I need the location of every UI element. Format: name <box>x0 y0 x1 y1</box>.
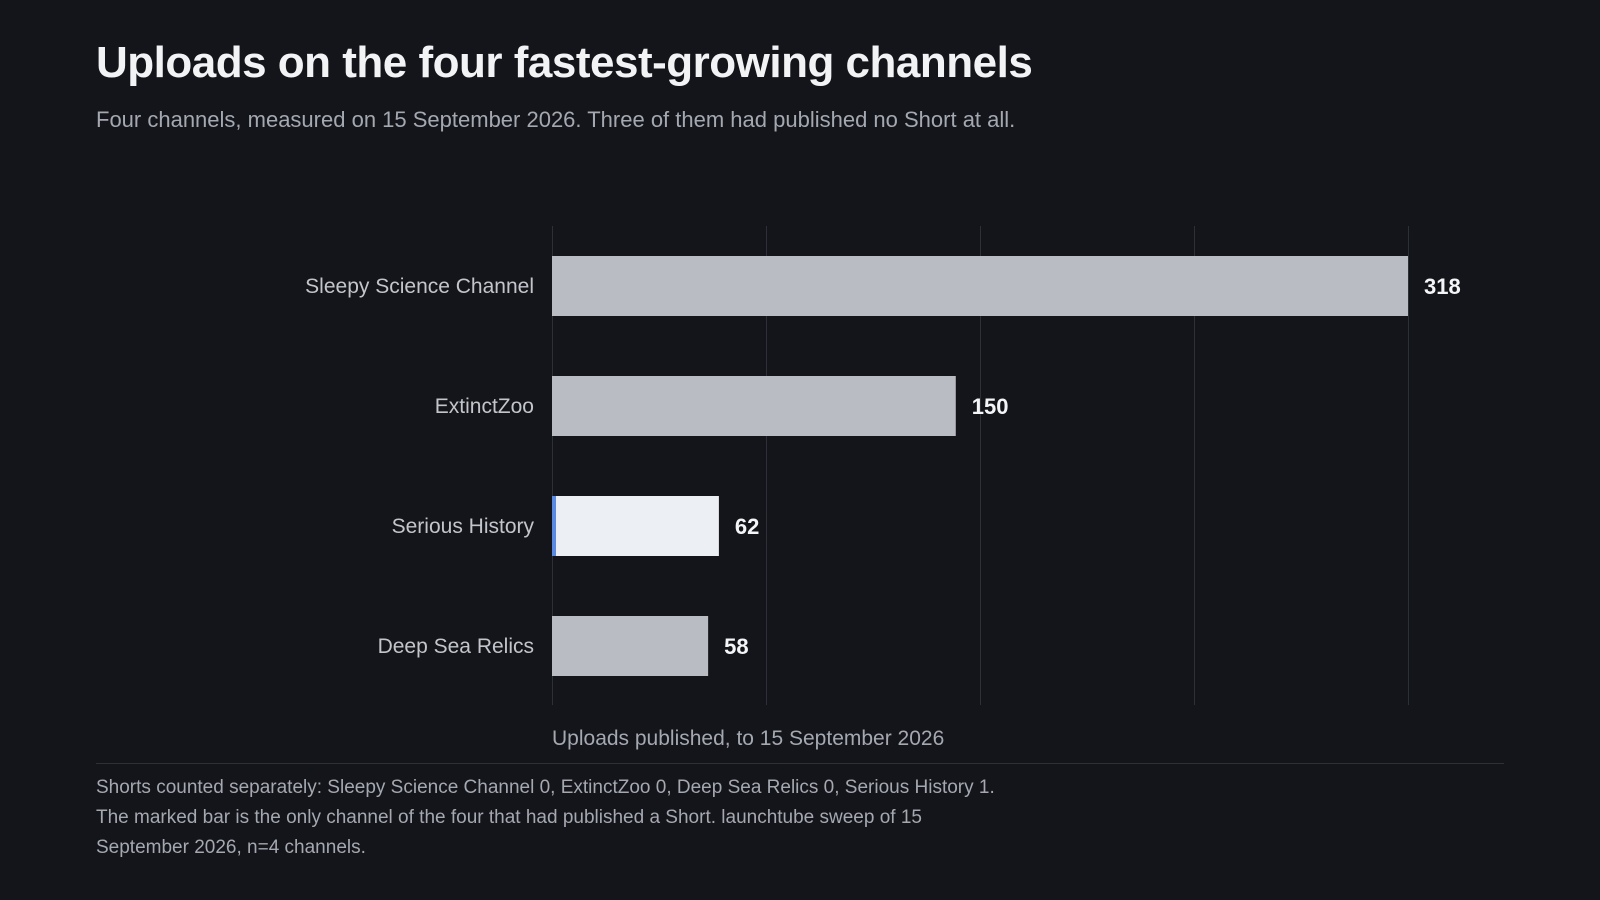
labels: Sleepy Science Channel 318 ExtinctZoo 150 Se… <box>305 274 1461 659</box>
bar <box>552 376 956 436</box>
value-label: 318 <box>1424 274 1461 299</box>
x-axis-title: Uploads published, to 15 September 2026 <box>552 727 944 750</box>
chart-subtitle: Four channels, measured on 15 September … <box>96 107 1016 132</box>
bar-chart: Sleepy Science Channel 318 ExtinctZoo 150 Se… <box>305 226 1461 750</box>
footer-divider <box>96 763 1504 764</box>
category-label: Sleepy Science Channel <box>305 275 534 298</box>
bar <box>552 256 1408 316</box>
footnote-line: September 2026, n=4 channels. <box>96 837 366 858</box>
bar-highlighted <box>552 496 719 556</box>
bar <box>552 616 709 676</box>
bars <box>552 256 1408 676</box>
footnote: Shorts counted separately: Sleepy Scienc… <box>96 773 1076 863</box>
highlight-marker <box>552 496 556 556</box>
category-label: Serious History <box>392 515 535 538</box>
value-label: 62 <box>735 514 759 539</box>
footnote-line: The marked bar is the only channel of th… <box>96 807 922 828</box>
chart-title: Uploads on the four fastest-growing chan… <box>96 38 1033 87</box>
footnote-line: Shorts counted separately: Sleepy Scienc… <box>96 777 995 798</box>
value-label: 58 <box>724 634 748 659</box>
category-label: Deep Sea Relics <box>378 635 534 658</box>
category-label: ExtinctZoo <box>435 395 534 418</box>
value-label: 150 <box>972 394 1009 419</box>
